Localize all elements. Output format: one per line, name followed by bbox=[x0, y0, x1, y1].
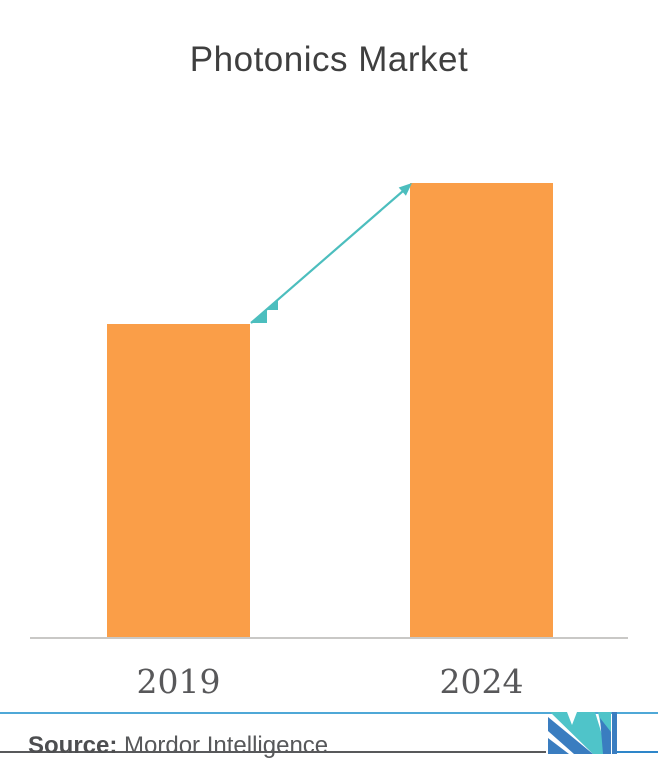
bar-2024 bbox=[410, 183, 553, 638]
x-axis-baseline bbox=[30, 637, 628, 639]
source-attribution: Source: Mordor Intelligence bbox=[28, 732, 328, 760]
source-label: Source: bbox=[28, 732, 118, 759]
bar-2019 bbox=[107, 324, 250, 638]
footer-rule-blue bbox=[617, 751, 658, 753]
growth-arrow-line bbox=[250, 190, 404, 324]
footer-rule-gray bbox=[0, 751, 546, 753]
growth-arrow-step-2 bbox=[267, 300, 278, 310]
growth-arrow-step-1 bbox=[252, 310, 267, 323]
footer-separator-line bbox=[0, 712, 658, 714]
growth-arrow-head bbox=[398, 183, 412, 196]
x-tick-2019: 2019 bbox=[136, 662, 221, 701]
source-text: Mordor Intelligence bbox=[117, 732, 329, 759]
chart-title: Photonics Market bbox=[189, 40, 469, 79]
mordor-intelligence-logo-icon bbox=[548, 712, 617, 754]
x-tick-2024: 2024 bbox=[439, 662, 524, 701]
